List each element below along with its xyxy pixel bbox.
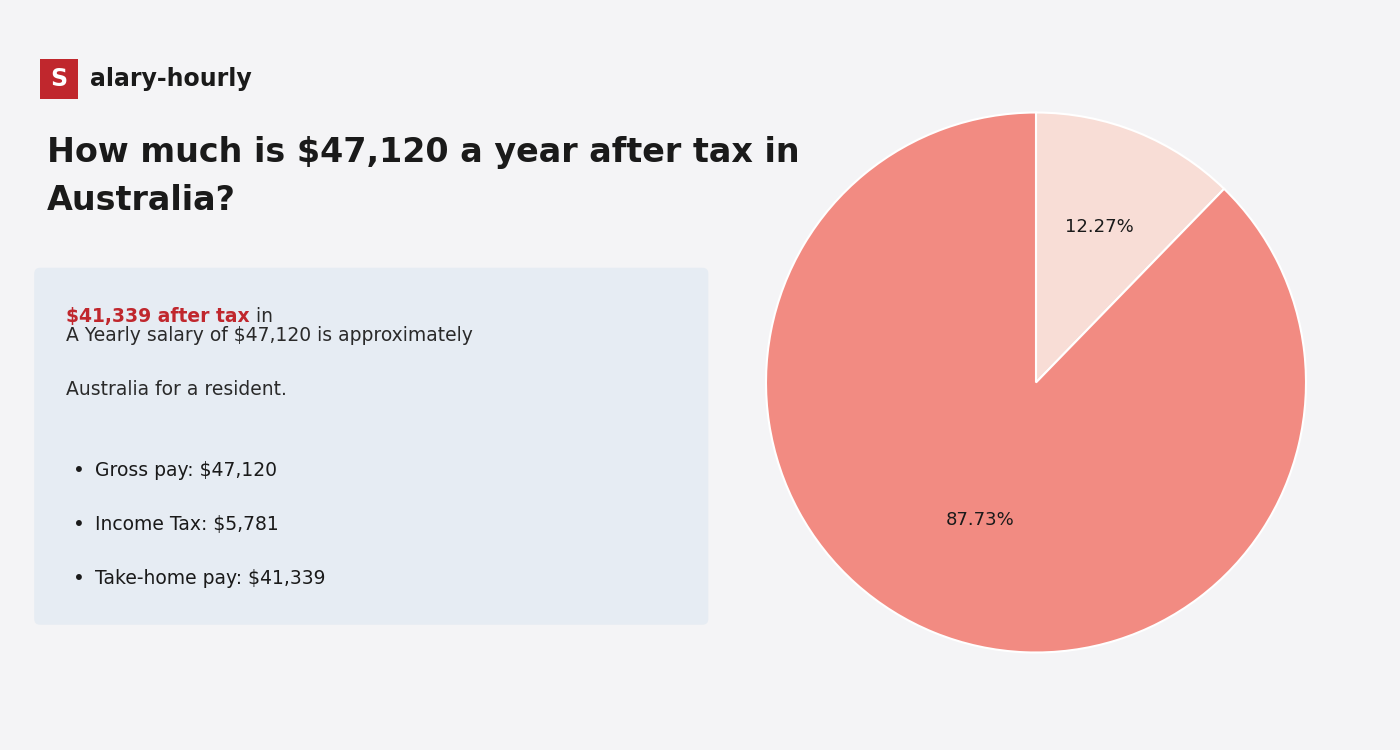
Text: How much is $47,120 a year after tax in: How much is $47,120 a year after tax in — [48, 136, 799, 169]
Text: in: in — [251, 307, 273, 326]
Text: alary-hourly: alary-hourly — [90, 67, 251, 91]
Text: A Yearly salary of $47,120 is approximately: A Yearly salary of $47,120 is approximat… — [66, 326, 479, 345]
Text: Income Tax: $5,781: Income Tax: $5,781 — [95, 515, 279, 534]
Text: •: • — [73, 569, 84, 588]
Text: •: • — [73, 515, 84, 534]
Text: •: • — [73, 461, 84, 480]
Text: Australia for a resident.: Australia for a resident. — [66, 380, 287, 399]
Text: Australia?: Australia? — [48, 184, 237, 218]
Text: $41,339 after tax: $41,339 after tax — [66, 307, 251, 326]
Wedge shape — [1036, 112, 1224, 382]
Wedge shape — [766, 112, 1306, 652]
FancyBboxPatch shape — [34, 268, 708, 625]
Text: 87.73%: 87.73% — [946, 511, 1015, 529]
FancyBboxPatch shape — [41, 58, 78, 99]
Text: Gross pay: $47,120: Gross pay: $47,120 — [95, 461, 277, 480]
Text: S: S — [50, 67, 67, 91]
Text: Take-home pay: $41,339: Take-home pay: $41,339 — [95, 569, 325, 588]
Text: 12.27%: 12.27% — [1064, 218, 1134, 236]
